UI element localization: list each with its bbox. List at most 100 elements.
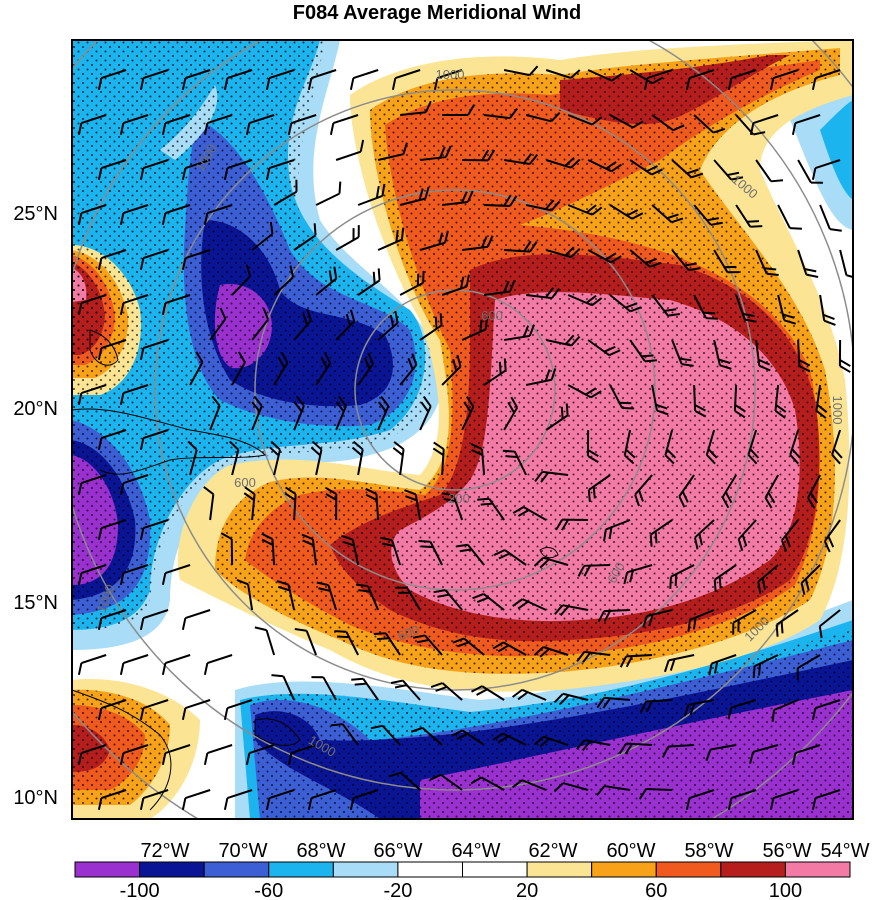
lon-tick-label: 70°W [218, 840, 267, 862]
wind-barb [629, 69, 664, 85]
colorbar-swatch [139, 861, 205, 878]
wind-barb [470, 443, 486, 476]
wind-barb [629, 249, 662, 268]
wind-barb [757, 564, 779, 594]
wind-barb [713, 159, 744, 181]
wind-barb [797, 249, 819, 279]
wind-barb [189, 351, 204, 386]
range-ring-label: 600 [396, 622, 422, 644]
wind-barb [493, 549, 527, 566]
wind-barb [276, 580, 296, 611]
wind-barb [749, 114, 779, 135]
wind-barb [357, 268, 381, 296]
wind-barb [651, 114, 685, 132]
lon-tick-label: 58°W [684, 840, 733, 862]
wind-barb [512, 506, 547, 521]
colorbar-swatch [74, 861, 141, 878]
colorbar-swatch [203, 861, 270, 878]
wind-barb [310, 440, 323, 476]
wind-barb [471, 685, 505, 701]
wind-barb [511, 779, 547, 791]
wind-barb [693, 294, 719, 320]
wind-barb [273, 265, 295, 296]
wind-barb [77, 204, 107, 225]
wind-barb [597, 609, 631, 623]
wind-barb [223, 69, 253, 90]
wind-barb [161, 114, 191, 135]
wind-barb [441, 274, 470, 296]
wind-barb [623, 429, 636, 465]
wind-barb [97, 519, 127, 540]
wind-barb [764, 474, 779, 509]
wind-barb [119, 564, 149, 585]
wind-barb [525, 368, 557, 386]
wind-barb [349, 789, 379, 810]
wind-barb [77, 294, 107, 315]
wind-barb [671, 249, 701, 272]
wind-barb [683, 699, 715, 717]
wind-barb [737, 519, 757, 551]
wind-barb [545, 403, 569, 431]
wind-barb [777, 294, 797, 325]
wind-barb [351, 440, 364, 476]
wind-barb [77, 114, 107, 135]
wind-barb [769, 69, 799, 90]
wind-barb [97, 429, 127, 450]
wind-barb [567, 384, 602, 399]
range-ring-label: 1000 [436, 67, 465, 82]
colorbar-swatch [591, 861, 657, 878]
wind-barb [330, 723, 359, 746]
wind-barb [139, 339, 169, 360]
wind-barb [664, 429, 677, 465]
wind-barb [553, 782, 589, 793]
wind-barb [139, 159, 169, 180]
wind-barb [97, 609, 127, 630]
wind-barb [492, 641, 527, 656]
wind-barb [777, 204, 802, 230]
wind-barb [419, 145, 452, 161]
wind-barb [512, 598, 547, 611]
wind-barb [693, 519, 715, 550]
colorbar-label: -60 [254, 880, 283, 900]
colorbar-labels: -100 -60 -20 20 60 100 [120, 880, 803, 900]
wind-barb [329, 114, 359, 135]
wind-barb [223, 699, 253, 720]
wind-barb [139, 699, 169, 720]
range-ring-label: 200 [448, 491, 470, 506]
wind-barb [391, 69, 421, 90]
wind-barb [649, 519, 673, 547]
wind-barb [484, 195, 518, 207]
wind-barb [119, 294, 149, 315]
wind-barb [441, 354, 462, 386]
range-ring-label: 600 [481, 308, 503, 323]
wind-barb [287, 744, 317, 765]
wind-barb [461, 396, 475, 431]
wind-barb [629, 339, 658, 363]
wind-barb [399, 270, 425, 296]
wind-barb [271, 674, 296, 701]
wind-barb [587, 339, 621, 357]
wind-barb [97, 249, 127, 270]
wind-barb [727, 69, 757, 90]
wind-barb [713, 564, 737, 592]
wind-barb [553, 604, 589, 617]
wind-barb [774, 384, 787, 419]
wind-barb [642, 609, 673, 628]
wind-barb [315, 352, 332, 386]
wind-barb [609, 384, 635, 410]
range-ring-label: 1000 [830, 396, 845, 425]
wind-barb [567, 204, 603, 216]
wind-barb [77, 384, 107, 405]
wind-barb [181, 609, 211, 630]
latitude-ticks: 25°N 20°N 15°N 10°N [13, 203, 58, 809]
wind-barb [97, 69, 127, 90]
wind-barb [609, 204, 644, 220]
wind-barb [797, 159, 823, 184]
wind-barb [419, 230, 449, 251]
wind-barb [533, 735, 569, 748]
wind-barb [231, 351, 246, 386]
wind-barb [139, 789, 169, 810]
lat-tick-label: 20°N [13, 398, 58, 420]
wind-barb [432, 441, 445, 476]
